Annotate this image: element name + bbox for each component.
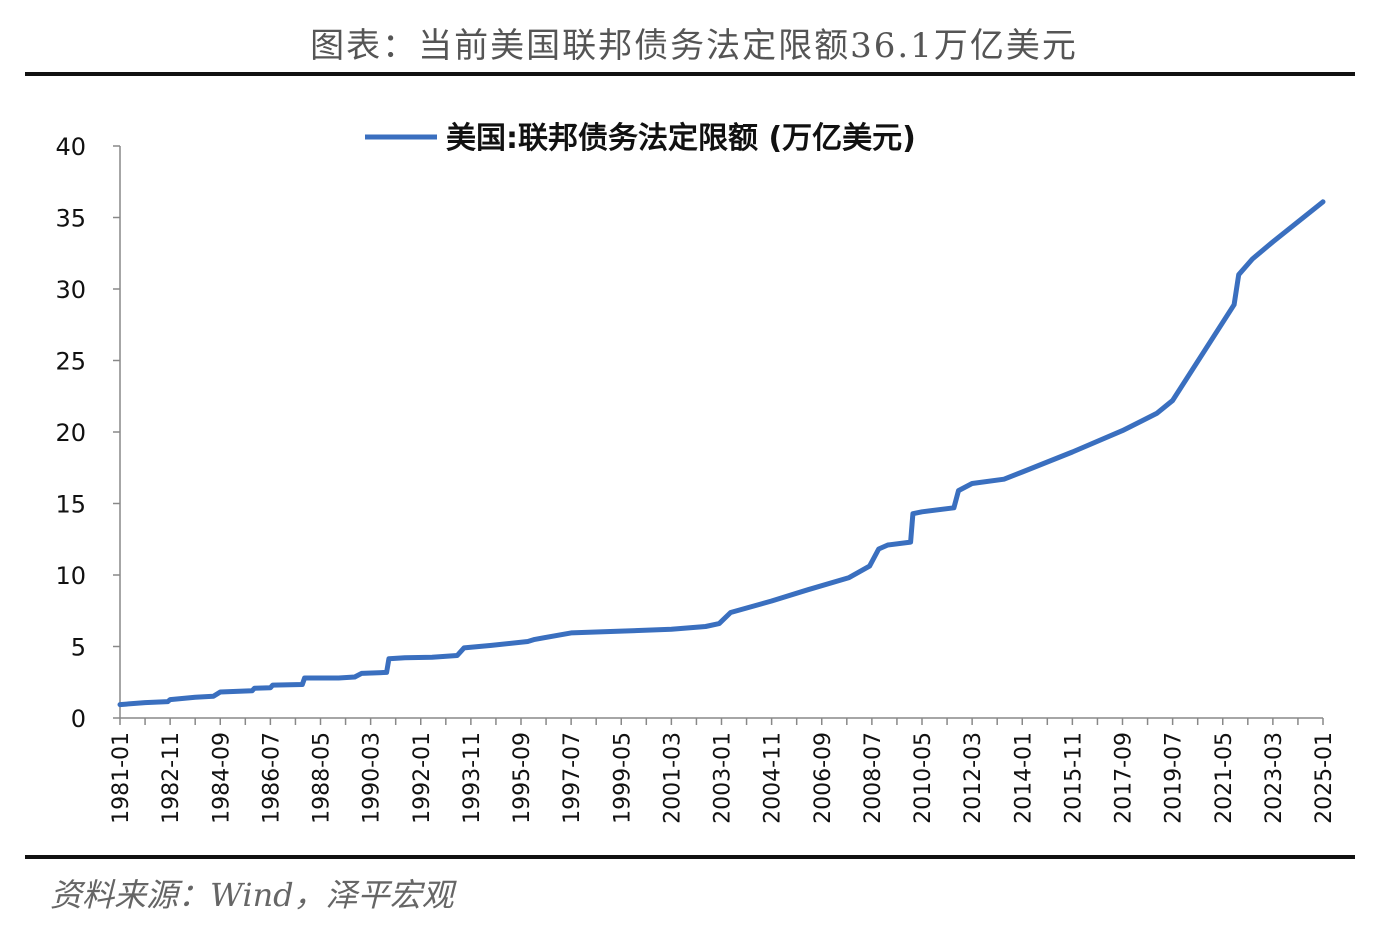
y-ticks: 0 5 10 15 20 25 30 35 40 (55, 133, 120, 733)
page-title: 图表：当前美国联邦债务法定限额36.1万亿美元 (310, 26, 1078, 66)
y-tick-label: 30 (55, 276, 86, 304)
y-tick-label: 40 (55, 133, 86, 161)
x-tick-label: 2014-01 (1011, 732, 1036, 824)
x-tick-label: 2025-01 (1312, 732, 1337, 824)
x-tick-label: 1997-07 (560, 732, 585, 824)
y-tick-label: 5 (71, 634, 86, 662)
x-tick-label: 1986-07 (259, 732, 284, 824)
x-tick-label: 1981-01 (109, 732, 134, 824)
x-tick-label: 1990-03 (360, 732, 385, 824)
x-tick-label: 2023-03 (1262, 732, 1287, 824)
series-line (117, 199, 1326, 708)
source-note: 资料来源：Wind，泽平宏观 (50, 876, 454, 914)
x-tick-label: 2010-05 (911, 732, 936, 824)
x-tick-label: 2008-07 (861, 732, 886, 824)
x-tick-label: 2021-05 (1212, 732, 1237, 824)
x-tick-label: 2006-09 (811, 732, 836, 824)
x-tick-label: 1995-09 (510, 732, 535, 824)
x-tick-label: 2015-11 (1061, 732, 1086, 824)
y-tick-label: 0 (71, 705, 86, 733)
y-tick-label: 15 (55, 491, 86, 519)
legend-label: 美国:联邦债务法定限额 (万亿美元) (446, 121, 916, 156)
axes (119, 146, 1323, 719)
x-tick-label: 2012-03 (961, 732, 986, 824)
x-tick-label: 2019-07 (1162, 732, 1187, 824)
x-ticks: 1981-01 1982-11 1984-09 1986-07 1988-05 1990-… (109, 718, 1337, 824)
y-tick-label: 10 (55, 562, 86, 590)
x-tick-label: 2003-01 (711, 732, 736, 824)
x-tick-label: 2004-11 (761, 732, 786, 824)
x-tick-label: 1992-01 (410, 732, 435, 824)
x-tick-label: 2001-03 (660, 732, 685, 824)
legend: 美国:联邦债务法定限额 (万亿美元) (365, 121, 916, 156)
x-tick-label: 1988-05 (310, 732, 335, 824)
x-tick-label: 1999-05 (610, 732, 635, 824)
bottom-rule (25, 855, 1355, 859)
y-tick-label: 35 (55, 205, 86, 233)
top-rule (25, 72, 1355, 76)
x-tick-label: 2017-09 (1112, 732, 1137, 824)
y-tick-label: 20 (55, 419, 86, 447)
y-tick-label: 25 (55, 348, 86, 376)
x-tick-label: 1984-09 (209, 732, 234, 824)
x-tick-label: 1993-11 (460, 732, 485, 824)
x-tick-label: 1982-11 (159, 732, 184, 824)
